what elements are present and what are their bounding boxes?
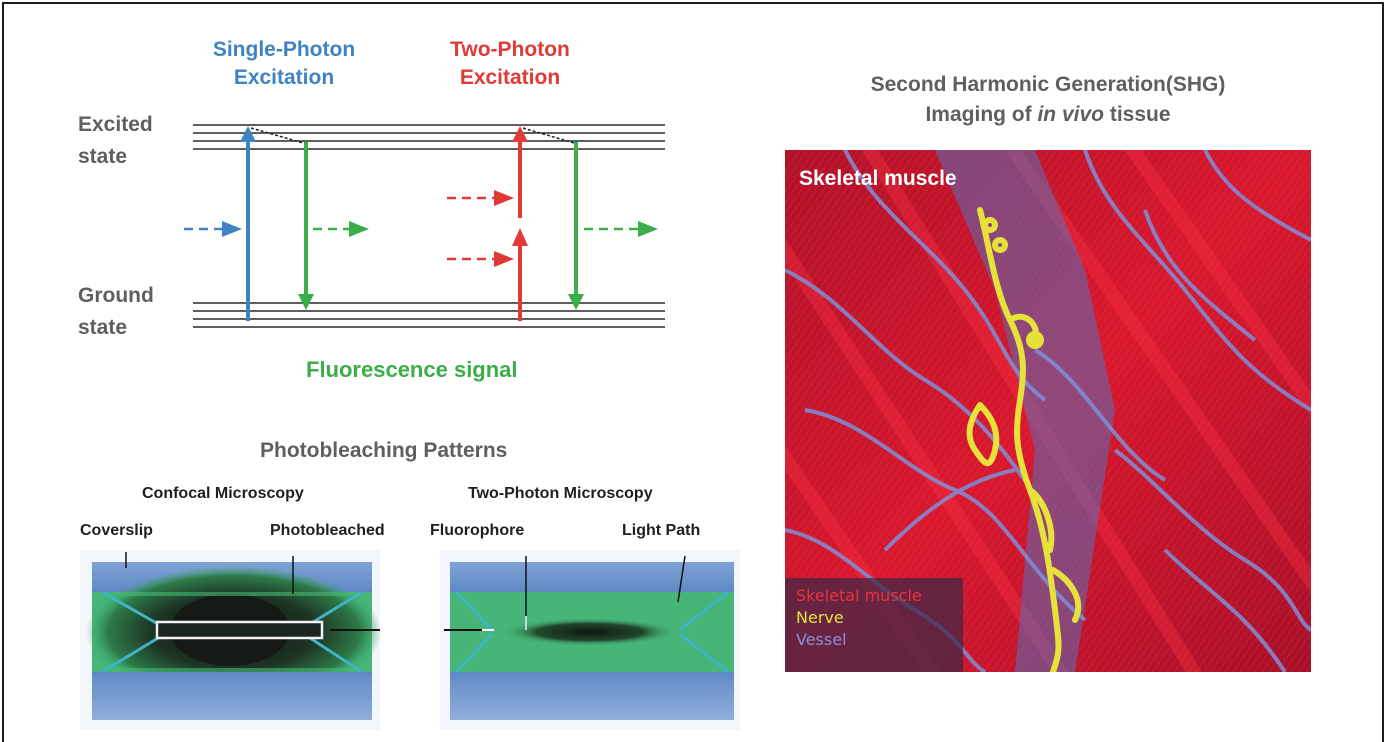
legend-nerve: Nerve	[796, 608, 844, 627]
excited-state-line1: Excited	[78, 113, 153, 136]
two-photon-emitted-photon	[584, 221, 658, 237]
single-photon-emitted-photon	[313, 221, 369, 237]
shg-micrograph-image	[785, 150, 1311, 672]
two-photon-top-coverslip	[450, 562, 734, 592]
micrograph-legend: Skeletal muscle Nerve Vessel	[785, 578, 963, 672]
two-photon-excitation-arrow-lower	[512, 228, 528, 321]
ground-state-line1: Ground	[78, 284, 154, 307]
light-path-pointer	[677, 555, 686, 603]
two-photon-emission-arrow	[568, 142, 584, 310]
energy-level-diagram	[184, 124, 665, 328]
fluorophore-label: Fluorophore	[430, 522, 525, 539]
excited-state-label: Excited state	[78, 109, 153, 173]
two-photon-title: Two-Photon Excitation	[422, 36, 598, 92]
coverslip-label: Coverslip	[80, 522, 153, 539]
excited-state-line2: state	[78, 145, 128, 168]
ground-state-label: Ground state	[78, 280, 154, 344]
ground-state-levels	[193, 302, 665, 328]
single-photon-incoming-photon	[184, 221, 242, 237]
ground-state-line2: state	[78, 316, 128, 339]
two-photon-relaxation-dotted	[522, 127, 575, 144]
fluorescence-signal-label: Fluorescence signal	[306, 357, 518, 382]
two-photon-microscopy-label: Two-Photon Microscopy	[468, 485, 653, 502]
photobleaching-title: Photobleaching Patterns	[260, 439, 508, 462]
two-photon-bleached-spot	[502, 618, 678, 646]
single-photon-title-line1: Single-Photon	[212, 38, 356, 61]
vessels	[785, 150, 1311, 672]
photobleached-label: Photobleached	[270, 522, 385, 539]
shg-micrograph: Skeletal muscle Skeletal muscle Nerve Ve…	[785, 150, 1311, 672]
two-photon-title-line2: Excitation	[459, 66, 561, 89]
two-photon-title-line1: Two-Photon	[450, 38, 570, 61]
single-photon-title: Single-Photon Excitation	[196, 36, 372, 92]
confocal-bleached-slab	[155, 620, 324, 640]
shg-title-line2: Imaging of in vivo tissue	[790, 100, 1306, 130]
two-photon-incoming-photon-1	[447, 190, 514, 206]
excited-state-levels	[193, 124, 665, 150]
legend-vessel: Vessel	[796, 630, 847, 649]
two-photon-incoming-photon-2	[447, 251, 514, 267]
two-photon-bottom-coverslip	[450, 672, 734, 720]
single-photon-title-line2: Excitation	[233, 66, 335, 89]
shg-title-line2-a: Imaging of	[925, 103, 1038, 126]
skeletal-muscle-photo-label: Skeletal muscle	[799, 167, 957, 190]
two-photon-bleach-diagram	[440, 550, 740, 730]
two-photon-excitation-arrow-upper	[512, 126, 528, 218]
single-photon-relaxation-dotted	[250, 127, 304, 144]
confocal-light-path	[101, 590, 363, 674]
confocal-bottom-coverslip	[92, 672, 372, 720]
shg-title: Second Harmonic Generation(SHG) Imaging …	[790, 70, 1306, 130]
shg-title-line2-b: in vivo	[1037, 103, 1104, 126]
nerve	[966, 207, 1082, 672]
single-photon-excitation-arrow	[240, 126, 256, 321]
legend-skeletal-muscle: Skeletal muscle	[796, 586, 922, 605]
single-photon-emission-arrow	[298, 142, 314, 310]
vessel-band	[935, 150, 1115, 672]
confocal-bleach-diagram	[80, 550, 380, 730]
light-path-label: Light Path	[622, 522, 701, 539]
confocal-microscopy-label: Confocal Microscopy	[142, 485, 304, 502]
shg-title-line1: Second Harmonic Generation(SHG)	[870, 73, 1226, 96]
shg-title-line2-c: tissue	[1104, 103, 1171, 126]
two-photon-light-path	[454, 590, 729, 674]
